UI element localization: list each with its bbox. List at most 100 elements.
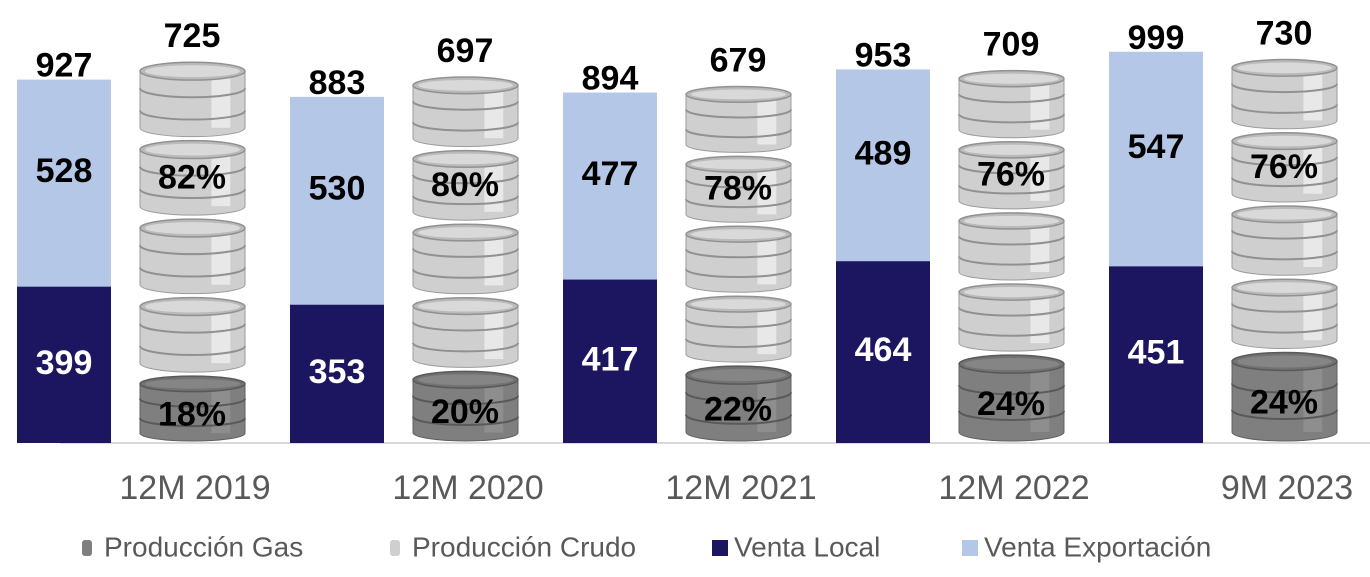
barrel-top-inner	[418, 374, 513, 386]
barrel-highlight	[484, 85, 504, 139]
value-label: 76%	[977, 156, 1045, 194]
barrel-ring	[412, 101, 519, 111]
barrel-top-inner	[418, 79, 513, 91]
barrel-ring	[139, 87, 246, 99]
legend-swatch	[962, 540, 978, 556]
bar-segment	[836, 69, 930, 262]
barrel-ring	[685, 318, 792, 329]
barrel-highlight	[1303, 361, 1323, 432]
value-label: 528	[36, 152, 93, 190]
barrel-highlight	[211, 383, 231, 434]
value-label: 477	[582, 155, 639, 193]
barrel-ring	[685, 128, 792, 139]
legend-barrel	[82, 540, 92, 556]
barrel-ring	[958, 164, 1065, 175]
value-label: 18%	[158, 396, 226, 434]
value-label: 78%	[704, 170, 772, 208]
barrel-top-inner	[1237, 355, 1332, 368]
x-tick-label: 12M 2022	[938, 469, 1089, 507]
barrel-ring	[412, 321, 519, 332]
legend-label: Producción Gas	[104, 531, 303, 562]
barrel-ring	[1231, 104, 1338, 114]
barrel-top-inner	[691, 229, 786, 240]
barrel-ring	[1231, 303, 1338, 313]
barrel-highlight	[1030, 220, 1050, 272]
barrel-segment	[958, 69, 1065, 352]
barrel-top-inner	[1237, 135, 1332, 147]
value-label: 24%	[977, 385, 1045, 423]
barrel-ring	[958, 384, 1065, 396]
barrel-top-inner	[964, 144, 1059, 155]
barrel-highlight	[211, 71, 231, 128]
barrel-ring	[1231, 383, 1338, 394]
barrel-ring	[139, 417, 246, 428]
barrel-highlight	[1303, 141, 1323, 194]
barrel-segment	[139, 61, 246, 373]
value-label: 399	[36, 344, 93, 382]
value-label: 451	[1128, 334, 1185, 372]
barrel-ring	[1231, 250, 1338, 261]
barrel-ring	[958, 256, 1065, 266]
legend-label: Venta Local	[734, 531, 880, 562]
total-label: 894	[582, 60, 639, 98]
barrel-top-inner	[1237, 282, 1332, 293]
barrel-segment	[685, 365, 792, 442]
bar-segment	[1109, 51, 1203, 267]
barrel-ring	[1231, 229, 1338, 240]
barrel-ring	[412, 248, 519, 258]
barrel-ring	[685, 338, 792, 348]
barrel-ring	[958, 113, 1065, 124]
barrel-top-inner	[418, 153, 513, 165]
barrel-top-inner	[964, 287, 1059, 298]
barrel-highlight	[1030, 364, 1050, 432]
value-label: 489	[855, 134, 912, 172]
barrel-highlight	[757, 164, 777, 215]
barrel-segment	[958, 354, 1065, 442]
legend-icon	[82, 540, 92, 556]
barrel-ring	[139, 244, 246, 256]
barrel-highlight	[1303, 287, 1323, 341]
value-label: 82%	[158, 158, 226, 196]
value-label: 76%	[1250, 148, 1318, 186]
barrel-segment	[1231, 351, 1338, 442]
total-label: 953	[855, 36, 912, 74]
barrel-top-inner	[418, 227, 513, 238]
barrel-ring	[139, 188, 246, 200]
barrel-top-inner	[691, 369, 786, 382]
bar-segment	[1109, 266, 1203, 443]
barrel-ring	[412, 121, 519, 132]
value-label: 547	[1128, 128, 1185, 166]
barrel-ring	[139, 345, 246, 356]
barrel-segment	[412, 76, 519, 368]
barrel-highlight	[484, 232, 504, 286]
value-label: 417	[582, 340, 639, 378]
barrel-highlight	[1030, 292, 1050, 344]
value-label: 80%	[431, 166, 499, 204]
barrel-top-inner	[964, 215, 1059, 227]
barrel-ring	[958, 93, 1065, 104]
barrel-ring	[1231, 156, 1338, 167]
barrel-ring	[1231, 177, 1338, 188]
value-label: 530	[309, 170, 366, 208]
value-label: 20%	[431, 393, 499, 431]
barrel-top-inner	[691, 299, 786, 310]
barrel-top-inner	[691, 89, 786, 100]
barrel-ring	[1231, 409, 1338, 421]
barrel-ring	[412, 174, 519, 185]
barrel-top-inner	[418, 300, 513, 312]
barrel-ring	[685, 109, 792, 119]
barrel-ring	[685, 268, 792, 279]
total-label: 697	[437, 32, 494, 70]
total-label: 725	[164, 17, 221, 55]
total-label: 999	[1128, 19, 1185, 57]
value-label: 464	[855, 331, 912, 369]
total-label: 730	[1256, 15, 1313, 53]
barrel-segment	[685, 85, 792, 363]
barrel-top-inner	[145, 65, 240, 78]
barrel-highlight	[211, 228, 231, 285]
barrel-ring	[958, 307, 1065, 317]
total-label: 927	[36, 47, 93, 85]
barrel-ring	[958, 410, 1065, 421]
barrel-ring	[685, 198, 792, 209]
